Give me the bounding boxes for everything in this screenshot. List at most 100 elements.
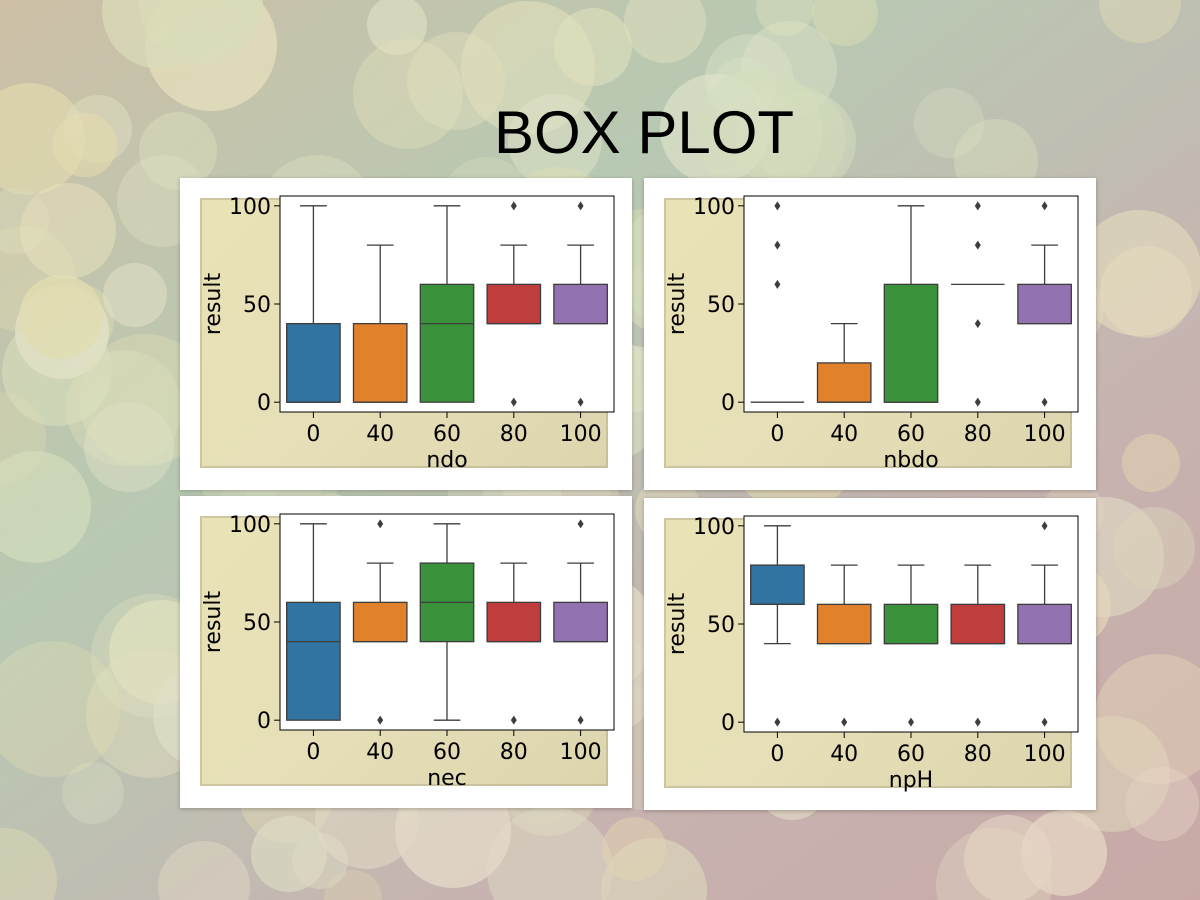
y-tick-label: 50 [243,611,271,636]
outlier-point [577,201,584,211]
box-body [553,283,608,325]
y-tick-label: 50 [707,293,735,318]
y-tick-label: 0 [257,391,271,416]
outlier-point [974,397,981,407]
x-tick-label: 40 [830,422,858,447]
box-100 [553,519,608,725]
x-axis-label: npH [889,768,933,793]
box-body [1017,283,1072,325]
x-tick-label: 60 [897,742,925,767]
outlier-point [974,240,981,250]
box-body [750,564,805,606]
box-80 [950,564,1006,727]
outlier-point [974,201,981,211]
box-0 [286,523,341,721]
page-title: BOX PLOT [493,99,795,166]
outlier-point [1041,201,1048,211]
box-40 [352,244,408,403]
x-tick-label: 100 [1024,422,1066,447]
box-60 [419,523,475,721]
box-body [553,601,608,643]
outlier-point [774,717,781,727]
box-body [883,283,939,403]
x-tick-label: 40 [366,740,394,765]
y-tick-label: 0 [257,709,271,734]
box-body [486,283,542,325]
x-tick-label: 80 [500,422,528,447]
chart-card-ndo: 0 50 100 0 40 60 80 100 ndo result [180,178,632,490]
box-body [1017,603,1072,645]
y-tick-label: 100 [693,195,735,220]
box-60 [883,564,939,727]
box-body [816,362,872,403]
y-axis-label: result [201,273,226,336]
outlier-point [774,201,781,211]
y-tick-label: 100 [229,195,271,220]
chart-card-nbdo: 0 50 100 0 40 60 80 100 nbdo result [644,178,1096,490]
box-0 [750,525,805,727]
outlier-point [377,715,384,725]
x-axis-label: nbdo [883,448,938,473]
boxplot-nec: 0 50 100 0 40 60 80 100 nec result [201,513,615,791]
box-40 [352,519,408,725]
y-axis-label: result [665,273,690,336]
y-tick-label: 100 [693,515,735,540]
x-tick-label: 80 [500,740,528,765]
outlier-point [908,717,914,727]
y-tick-label: 100 [229,513,271,538]
x-tick-label: 100 [1024,742,1066,767]
box-0 [750,201,805,403]
outlier-point [774,279,781,289]
box-100 [553,201,608,407]
box-body [352,322,408,403]
box-40 [816,322,872,403]
box-100 [1017,521,1072,727]
box-60 [883,205,939,403]
x-tick-label: 60 [897,422,925,447]
outlier-point [510,201,517,211]
x-axis-label: ndo [426,448,467,473]
box-80 [486,201,542,407]
x-tick-label: 40 [830,742,858,767]
box-80 [951,201,1005,407]
outlier-point [774,240,781,250]
box-body [950,603,1006,645]
x-tick-label: 80 [964,742,992,767]
y-axis-label: result [201,591,226,654]
box-body [419,283,475,403]
box-body [352,601,408,643]
x-tick-label: 100 [560,740,602,765]
box-body [486,601,542,643]
box-60 [419,205,475,403]
x-tick-label: 60 [433,422,461,447]
outlier-point [510,715,517,725]
outlier-point [974,319,981,329]
x-tick-label: 40 [366,422,394,447]
outlier-point [577,715,584,725]
x-tick-label: 60 [433,740,461,765]
x-axis-label: nec [427,766,467,791]
chart-card-npH: 0 50 100 0 40 60 80 100 npH result [644,498,1096,810]
box-80 [486,562,542,725]
y-axis-label: result [665,593,690,656]
chart-card-nec: 0 50 100 0 40 60 80 100 nec result [180,496,632,808]
boxplot-npH: 0 50 100 0 40 60 80 100 npH result [665,515,1079,793]
y-tick-label: 50 [707,613,735,638]
outlier-point [1041,521,1048,531]
outlier-point [510,397,517,407]
x-tick-label: 0 [770,742,784,767]
boxplot-nbdo: 0 50 100 0 40 60 80 100 nbdo result [665,195,1079,473]
outlier-point [577,397,584,407]
box-body [286,601,341,721]
outlier-point [577,519,584,529]
outlier-point [841,717,848,727]
box-body [286,322,341,403]
outlier-point [974,717,981,727]
x-tick-label: 100 [560,422,602,447]
box-40 [816,564,872,727]
boxplot-ndo: 0 50 100 0 40 60 80 100 ndo result [201,195,615,473]
box-0 [286,205,341,403]
y-tick-label: 0 [721,711,735,736]
outlier-point [377,519,384,529]
outlier-point [1041,397,1048,407]
